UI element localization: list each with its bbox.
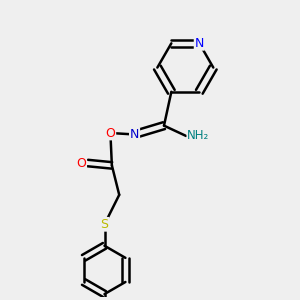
Text: N: N [195, 37, 204, 50]
Text: S: S [100, 218, 109, 231]
Text: O: O [76, 157, 86, 169]
Text: N: N [130, 128, 139, 141]
Text: O: O [106, 127, 115, 140]
Text: NH₂: NH₂ [187, 129, 210, 142]
